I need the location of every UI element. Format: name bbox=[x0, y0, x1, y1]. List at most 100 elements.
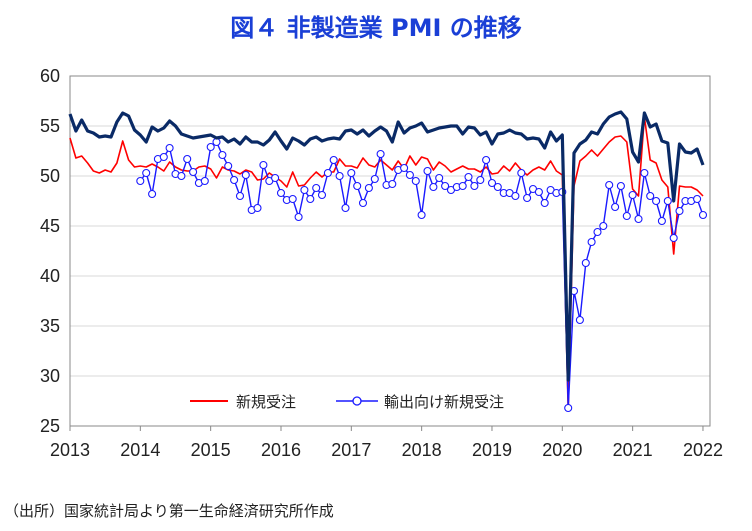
data-point-export-orders bbox=[640, 168, 649, 178]
x-tick-label: 2020 bbox=[542, 440, 582, 460]
data-point-export-orders bbox=[165, 143, 174, 153]
data-point-export-orders bbox=[581, 258, 590, 268]
data-point-export-orders bbox=[657, 216, 666, 226]
data-point-export-orders bbox=[605, 180, 614, 190]
data-point-export-orders bbox=[323, 168, 332, 178]
legend-label-new-orders: 新規受注 bbox=[236, 393, 296, 411]
data-point-export-orders bbox=[312, 183, 321, 193]
y-tick-label: 35 bbox=[40, 316, 60, 336]
data-point-export-orders bbox=[435, 173, 444, 183]
source-note: （出所）国家統計局より第一生命経済研究所作成 bbox=[4, 502, 334, 520]
data-point-export-orders bbox=[206, 142, 215, 152]
data-point-export-orders bbox=[611, 202, 620, 212]
x-axis-ticks: 2013 2014 2015 2016 2017 2018 2019 2020 2021 2022 bbox=[50, 426, 723, 460]
data-point-export-orders bbox=[534, 187, 543, 197]
data-point-export-orders bbox=[464, 172, 473, 182]
y-tick-label: 25 bbox=[40, 416, 60, 436]
legend: 新規受注 輸出向け新規受注 bbox=[190, 393, 504, 411]
x-tick-label: 2016 bbox=[261, 440, 301, 460]
data-point-export-orders bbox=[136, 176, 145, 186]
data-point-export-orders bbox=[646, 191, 655, 201]
series-line-pmi bbox=[68, 110, 705, 382]
data-point-export-orders bbox=[271, 173, 280, 183]
data-point-export-orders bbox=[364, 183, 373, 193]
data-point-export-orders bbox=[189, 167, 198, 177]
data-point-export-orders bbox=[218, 150, 227, 160]
data-point-export-orders bbox=[288, 194, 297, 204]
data-point-export-orders bbox=[523, 193, 532, 203]
data-point-export-orders bbox=[693, 194, 702, 204]
data-point-export-orders bbox=[142, 168, 151, 178]
data-point-export-orders bbox=[441, 181, 450, 191]
x-tick-label: 2022 bbox=[683, 440, 723, 460]
data-point-export-orders bbox=[493, 182, 502, 192]
data-point-export-orders bbox=[294, 212, 303, 222]
data-point-export-orders bbox=[224, 161, 233, 171]
data-point-export-orders bbox=[593, 227, 602, 237]
data-point-export-orders bbox=[540, 198, 549, 208]
data-point-export-orders bbox=[259, 160, 268, 170]
x-tick-label: 2015 bbox=[191, 440, 231, 460]
data-point-export-orders bbox=[329, 155, 338, 165]
legend-marker-export-orders bbox=[352, 396, 362, 406]
x-tick-label: 2021 bbox=[613, 440, 653, 460]
x-tick-label: 2014 bbox=[120, 440, 160, 460]
data-point-export-orders bbox=[599, 221, 608, 231]
data-point-export-orders bbox=[587, 237, 596, 247]
data-point-export-orders bbox=[675, 206, 684, 216]
data-point-export-orders bbox=[476, 175, 485, 185]
data-point-export-orders bbox=[341, 203, 350, 213]
y-tick-label: 60 bbox=[40, 66, 60, 86]
data-point-export-orders bbox=[347, 168, 356, 178]
data-point-export-orders bbox=[159, 152, 168, 162]
data-point-export-orders bbox=[470, 181, 479, 191]
data-point-export-orders bbox=[241, 170, 250, 180]
y-axis-ticks: 25 30 35 40 45 50 55 60 bbox=[40, 66, 60, 436]
data-point-export-orders bbox=[663, 196, 672, 206]
y-tick-label: 30 bbox=[40, 366, 60, 386]
data-point-export-orders bbox=[376, 149, 385, 159]
data-point-export-orders bbox=[628, 190, 637, 200]
data-point-export-orders bbox=[306, 194, 315, 204]
data-point-export-orders bbox=[698, 210, 708, 220]
x-tick-label: 2019 bbox=[472, 440, 512, 460]
y-tick-label: 45 bbox=[40, 216, 60, 236]
data-point-export-orders bbox=[353, 181, 362, 191]
data-point-export-orders bbox=[358, 198, 368, 208]
series-lines bbox=[68, 110, 708, 413]
data-point-export-orders bbox=[622, 211, 631, 221]
y-tick-label: 50 bbox=[40, 166, 60, 186]
legend-label-export-orders: 輸出向け新規受注 bbox=[384, 393, 504, 411]
data-point-export-orders bbox=[634, 214, 643, 224]
y-tick-label: 40 bbox=[40, 266, 60, 286]
data-point-export-orders bbox=[177, 171, 186, 181]
plot-frame bbox=[69, 75, 711, 427]
data-point-export-orders bbox=[482, 155, 491, 165]
data-point-export-orders bbox=[300, 185, 309, 195]
data-point-export-orders bbox=[230, 175, 239, 185]
data-point-export-orders bbox=[652, 196, 661, 206]
data-point-export-orders bbox=[388, 179, 397, 189]
plot-area bbox=[70, 76, 710, 426]
chart-title: 図４ 非製造業 PMI の推移 bbox=[230, 14, 522, 42]
data-point-export-orders bbox=[317, 190, 327, 200]
data-point-export-orders bbox=[417, 210, 426, 220]
data-point-export-orders bbox=[511, 191, 520, 201]
data-point-export-orders bbox=[183, 154, 192, 164]
data-point-export-orders bbox=[669, 233, 678, 243]
data-point-export-orders bbox=[616, 181, 625, 191]
data-point-export-orders bbox=[276, 188, 286, 198]
data-point-export-orders bbox=[429, 182, 438, 192]
data-point-export-orders bbox=[148, 189, 157, 199]
data-point-export-orders bbox=[235, 191, 245, 201]
data-point-export-orders bbox=[423, 166, 432, 176]
data-point-export-orders bbox=[405, 170, 414, 180]
x-tick-label: 2017 bbox=[331, 440, 371, 460]
data-point-export-orders bbox=[517, 168, 526, 178]
data-point-export-orders bbox=[335, 171, 344, 181]
data-point-export-orders bbox=[370, 174, 379, 184]
y-tick-label: 55 bbox=[40, 116, 60, 136]
data-point-export-orders bbox=[564, 403, 573, 413]
data-point-export-orders bbox=[458, 181, 467, 191]
